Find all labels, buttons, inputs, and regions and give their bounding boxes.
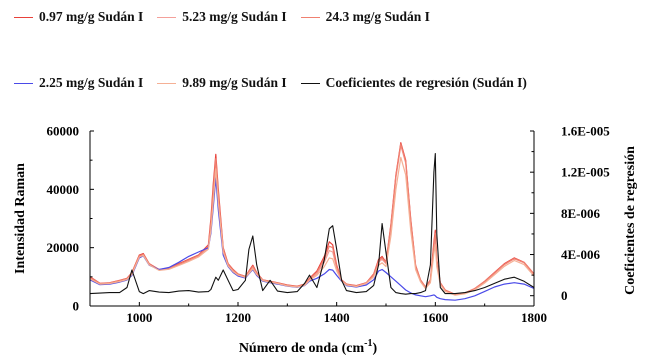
x-tick-label: 1400: [324, 310, 350, 325]
legend-swatch: [157, 16, 177, 18]
x-tick-label: 1000: [126, 310, 152, 325]
series-line-2-25-mg-g-sudan-i: [89, 177, 535, 301]
legend-label: Coeficientes de regresión (Sudán I): [325, 75, 527, 90]
y2-tick-label: 0: [561, 288, 568, 303]
y2-axis-label: Coeficientes de regresión: [623, 146, 638, 295]
x-tick-label: 1600: [422, 310, 448, 325]
series-line-coeficientes-de-regresion-sudan-i: [89, 153, 535, 295]
legend-swatch: [300, 82, 320, 84]
legend-label: 24.3 mg/g Sudán I: [325, 9, 430, 24]
legend-label: 2.25 mg/g Sudán I: [39, 75, 144, 90]
legend-swatch: [14, 16, 33, 18]
legend-swatch: [157, 82, 177, 84]
legend-item-9-89-mg-g-sudan-i: 9.89 mg/g Sudán I: [157, 75, 287, 91]
series-layer: [89, 142, 535, 301]
y-axis-label: Intensidad Raman: [13, 163, 28, 274]
legend-item-24-3-mg-g-sudan-i: 24.3 mg/g Sudán I: [300, 9, 430, 25]
legend-item-coeficientes-de-regresion-sudan-i: Coeficientes de regresión (Sudán I): [300, 75, 527, 91]
x-axis-label: Número de onda (cm-1): [239, 338, 378, 356]
series-line-5-23-mg-g-sudan-i: [89, 145, 535, 296]
legend-swatch: [14, 82, 33, 84]
y-tick-label: 20000: [47, 240, 80, 255]
legend-item-2-25-mg-g-sudan-i: 2.25 mg/g Sudán I: [14, 75, 143, 91]
y2-tick-label: 4E-006: [561, 247, 601, 262]
legend-item-0-97-mg-g-sudan-i: 0.97 mg/g Sudán I: [14, 9, 143, 25]
legend-label: 5.23 mg/g Sudán I: [182, 9, 287, 24]
y-tick-label: 0: [73, 299, 80, 314]
legend-row-1: 0.97 mg/g Sudán I 5.23 mg/g Sudán I 24.3 m…: [14, 7, 444, 27]
y-tick-label: 60000: [47, 124, 80, 139]
x-tick-label: 1800: [521, 310, 547, 325]
legend-label: 9.89 mg/g Sudán I: [182, 75, 287, 90]
legend-label: 0.97 mg/g Sudán I: [39, 9, 144, 24]
legend-row-2: 2.25 mg/g Sudán I 9.89 mg/g Sudán I Coefic…: [14, 73, 541, 93]
series-line-24-3-mg-g-sudan-i: [89, 143, 535, 296]
y2-tick-label: 8E-006: [561, 206, 601, 221]
series-line-9-89-mg-g-sudan-i: [89, 156, 535, 296]
legend-item-5-23-mg-g-sudan-i: 5.23 mg/g Sudán I: [157, 9, 287, 25]
y2-tick-label: 1.2E-005: [561, 165, 610, 180]
series-line-0-97-mg-g-sudan-i: [89, 142, 535, 295]
y-tick-label: 40000: [47, 182, 80, 197]
y2-tick-label: 1.6E-005: [561, 124, 610, 139]
legend-swatch: [300, 16, 320, 18]
x-tick-label: 1200: [225, 310, 251, 325]
axes-layer: 1000 1200 1400 1600 1800 0 20000 40000 60000 0 4E-…: [13, 124, 638, 357]
